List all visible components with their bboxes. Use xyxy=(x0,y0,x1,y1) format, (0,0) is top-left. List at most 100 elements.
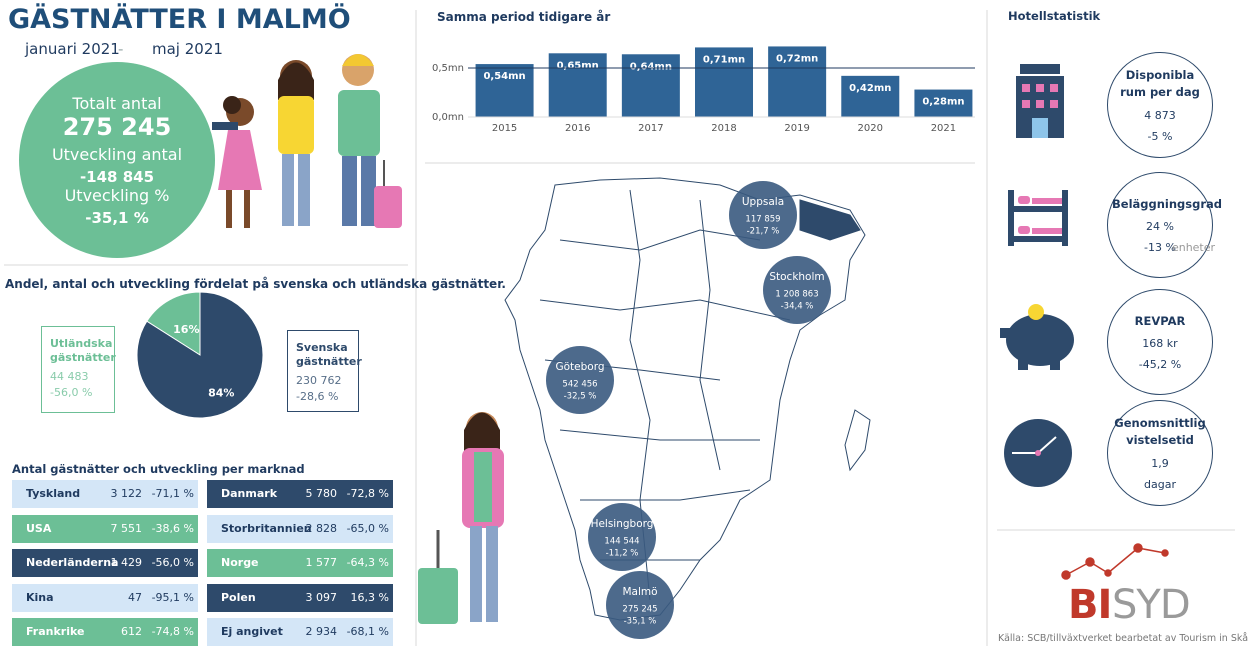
bar xyxy=(768,46,827,117)
shape xyxy=(1018,226,1030,234)
market-row: Danmark 5 780 -72,8 % xyxy=(207,480,393,508)
hotel-label: REVPAR xyxy=(1134,313,1186,328)
shape xyxy=(342,156,357,226)
shape xyxy=(244,190,250,228)
market-row: Polen 3 097 16,3 % xyxy=(207,583,393,612)
hotel-note: enheter xyxy=(1171,241,1216,255)
market-count: 47 xyxy=(128,590,142,604)
market-row: USA 7 551 -38,6 % xyxy=(12,514,198,543)
shape xyxy=(504,177,866,621)
hotel-value: 4 873 xyxy=(1144,108,1176,122)
market-name: Danmark xyxy=(221,487,278,500)
city-name: Göteborg xyxy=(555,361,604,373)
city-change: -11,2 % xyxy=(606,549,639,559)
shape xyxy=(223,96,241,114)
shape xyxy=(278,96,314,154)
shape xyxy=(226,190,232,228)
shape xyxy=(1000,328,1010,338)
market-count: 1 429 xyxy=(110,556,143,569)
pie-slice xyxy=(146,291,201,356)
piggy-bank-icon xyxy=(1000,304,1074,370)
market-count: 7 551 xyxy=(110,521,143,535)
market-name: Norge xyxy=(221,556,259,569)
city-name: Malmö xyxy=(622,586,657,598)
city-change: -35,1 % xyxy=(624,617,657,627)
city-bubble xyxy=(588,503,656,571)
shape xyxy=(486,526,498,622)
source-note: Källa: SCB/tillväxtverket bearbetat av T… xyxy=(998,633,1248,644)
city-bubble xyxy=(729,181,797,249)
shape xyxy=(374,186,402,228)
total-label: Totalt antal xyxy=(72,93,162,113)
shape xyxy=(1032,228,1062,234)
bar xyxy=(475,64,534,117)
hotel-value: 1,9 xyxy=(1151,456,1169,470)
city-name: Uppsala xyxy=(742,196,784,208)
hotel-circle: Disponibla rum per dag 4 873 -5 % xyxy=(1107,52,1213,158)
shape xyxy=(1020,64,1060,74)
shape xyxy=(1050,100,1058,108)
market-change: -71,1 % xyxy=(151,487,194,500)
chart-title: Samma period tidigare år xyxy=(437,10,611,24)
hotel-unit: dagar xyxy=(1144,477,1176,491)
hotel-icon xyxy=(1016,64,1064,138)
city-change: -21,7 % xyxy=(747,227,780,237)
market-change: -95,1 % xyxy=(151,590,194,604)
market-name: Tyskland xyxy=(26,487,81,500)
family-illustration xyxy=(212,54,402,228)
shape xyxy=(1032,118,1048,138)
hotel-label: Disponibla rum per dag xyxy=(1120,68,1200,99)
shape xyxy=(1012,206,1066,212)
bar xyxy=(621,54,680,117)
shape xyxy=(539,189,791,601)
hotel-change: -13 % enheter xyxy=(1144,241,1216,255)
city-bubble xyxy=(546,346,614,414)
city-name: Stockholm xyxy=(769,271,824,283)
shape xyxy=(418,568,458,624)
shape xyxy=(1161,549,1169,557)
market-change: -64,3 % xyxy=(346,556,389,569)
legend-label: Svenska gästnätter xyxy=(296,341,362,369)
legend-count: 230 762 xyxy=(296,373,342,387)
market-name: Storbritannien xyxy=(221,521,312,535)
x-tick-label: 2016 xyxy=(565,123,590,134)
market-count: 3 122 xyxy=(110,487,143,500)
shape xyxy=(212,122,238,130)
shape xyxy=(1036,84,1044,92)
logo-part1: BI xyxy=(1068,582,1112,628)
summary-circle: Totalt antal 275 245 Utveckling antal -148 … xyxy=(19,62,215,258)
shape xyxy=(1018,196,1030,204)
city-bubble xyxy=(763,256,831,324)
bar-value-label: 0,72mn xyxy=(776,53,818,64)
market-row: Tyskland 3 122 -71,1 % xyxy=(12,480,198,508)
pie-value-label: 84% xyxy=(208,387,234,400)
market-name: USA xyxy=(26,521,52,535)
hotel-circle: Beläggningsgrad 24 % -13 % enheter xyxy=(1107,172,1222,278)
market-count: 3 097 xyxy=(305,590,338,604)
market-count: 2 934 xyxy=(305,625,338,638)
city-count: 542 456 xyxy=(562,380,597,390)
legend-box: Utländska gästnätter 44 483 -56,0 % xyxy=(41,326,116,413)
clock-icon xyxy=(1004,419,1072,487)
market-name: Kina xyxy=(26,590,54,604)
shape xyxy=(1022,100,1030,108)
shape xyxy=(1050,84,1058,92)
market-name: Ej angivet xyxy=(221,625,283,638)
hotel-change: -45,2 % xyxy=(1138,358,1182,372)
city-name: Helsingborg xyxy=(591,518,654,530)
market-row: Nederländerna 1 429 -56,0 % xyxy=(12,549,198,577)
market-row: Ej angivet 2 934 -68,1 % xyxy=(207,618,393,646)
market-change: -38,6 % xyxy=(151,521,194,535)
logo-graphic xyxy=(1061,543,1169,580)
shape xyxy=(1035,450,1041,456)
shape xyxy=(361,156,376,226)
bar xyxy=(914,89,973,117)
shape xyxy=(1107,547,1139,574)
city-count: 117 859 xyxy=(745,215,780,225)
bar xyxy=(841,75,900,117)
hotel-circle: Genomsnittlig vistelsetid 1,9 dagar xyxy=(1107,400,1213,506)
market-change: -68,1 % xyxy=(346,625,389,638)
shape xyxy=(218,130,262,190)
